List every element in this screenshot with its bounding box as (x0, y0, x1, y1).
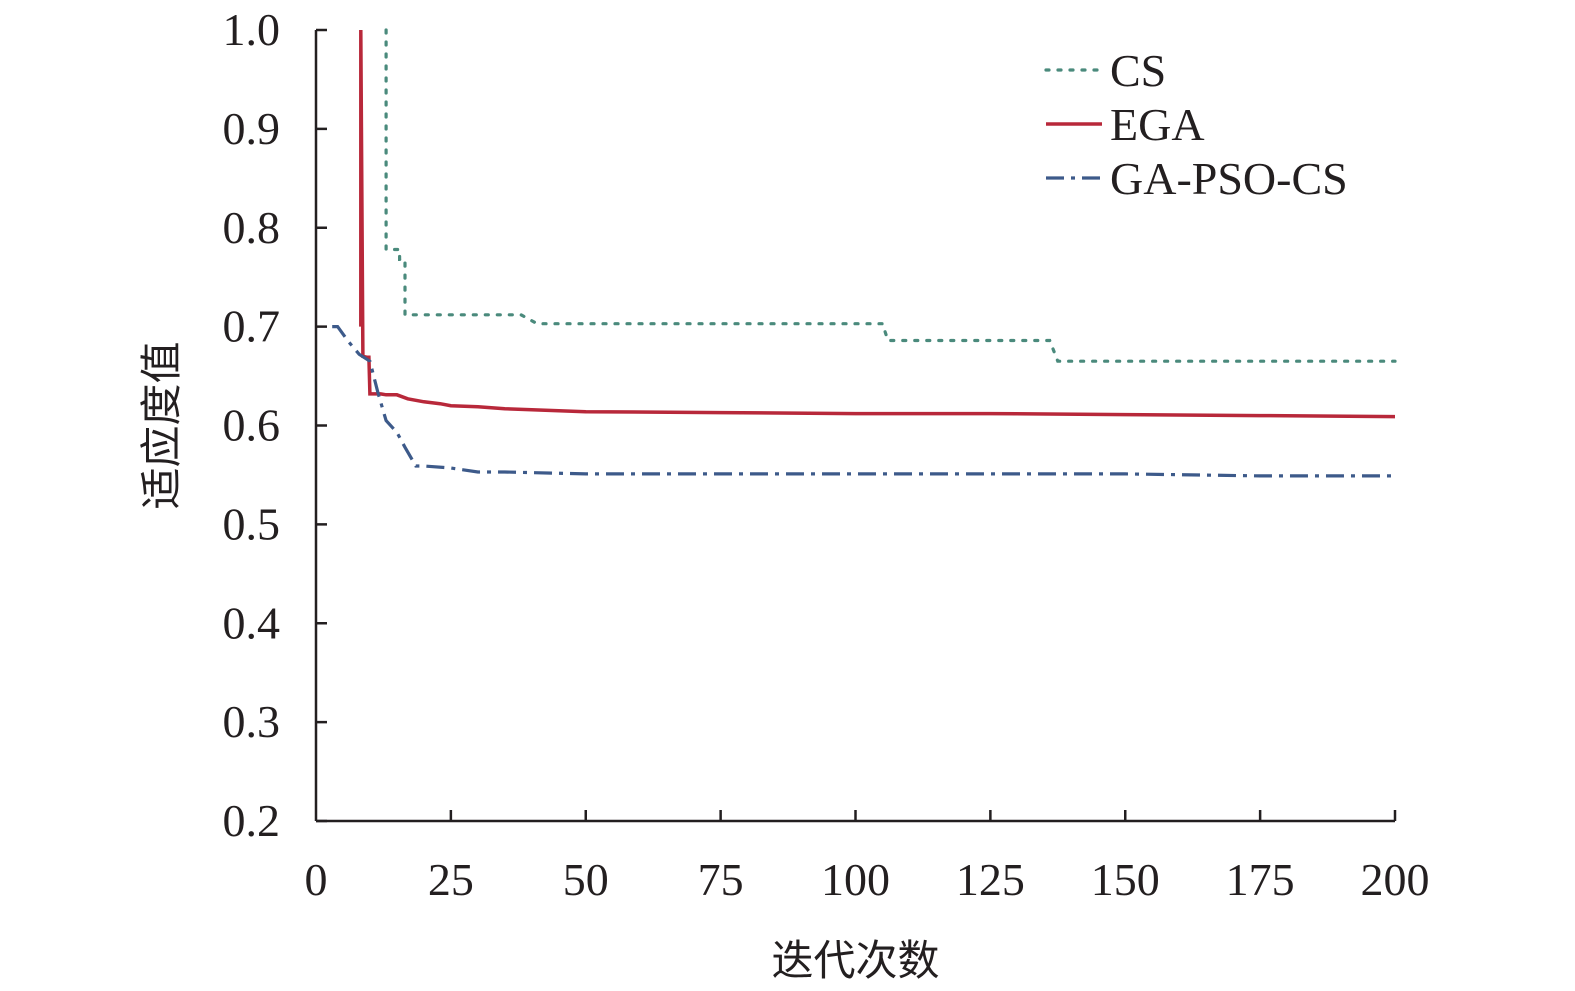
legend-label-cs: CS (1110, 45, 1166, 96)
x-tick-label: 175 (1226, 854, 1295, 905)
series-line-ga-pso-cs (332, 325, 1395, 478)
x-tick-label: 50 (563, 854, 609, 905)
y-tick-label: 0.5 (223, 498, 281, 549)
y-axis-ticks: 0.2 0.3 0.4 0.5 0.6 0.7 0.8 0.9 1.0 (223, 4, 327, 846)
y-tick-label: 1.0 (223, 4, 281, 55)
axes (314, 30, 1395, 823)
y-tick-label: 0.6 (223, 400, 281, 451)
x-tick-label: 200 (1361, 854, 1430, 905)
y-tick-label: 0.8 (223, 202, 281, 253)
x-tick-label: 25 (428, 854, 474, 905)
y-tick-label: 0.4 (223, 597, 281, 648)
y-axis-title: 适应度值 (137, 341, 186, 509)
series-lines (332, 28, 1397, 478)
x-axis-ticks: 0 25 50 75 100 125 150 175 200 (305, 810, 1430, 905)
y-tick-label: 0.3 (223, 696, 281, 747)
y-tick-label: 0.9 (223, 103, 281, 154)
y-tick-label: 0.2 (223, 795, 281, 846)
y-tick-label: 0.7 (223, 301, 281, 352)
x-tick-label: 100 (821, 854, 890, 905)
series-line-ega (359, 29, 1396, 419)
x-tick-label: 150 (1091, 854, 1160, 905)
x-tick-label: 75 (698, 854, 744, 905)
x-tick-label: 125 (956, 854, 1025, 905)
x-tick-label: 0 (305, 854, 328, 905)
series-line-cs (384, 28, 1397, 363)
x-axis-title: 迭代次数 (771, 936, 939, 985)
legend-label-ga-pso-cs: GA-PSO-CS (1110, 153, 1348, 204)
legend-label-ega: EGA (1110, 99, 1205, 150)
